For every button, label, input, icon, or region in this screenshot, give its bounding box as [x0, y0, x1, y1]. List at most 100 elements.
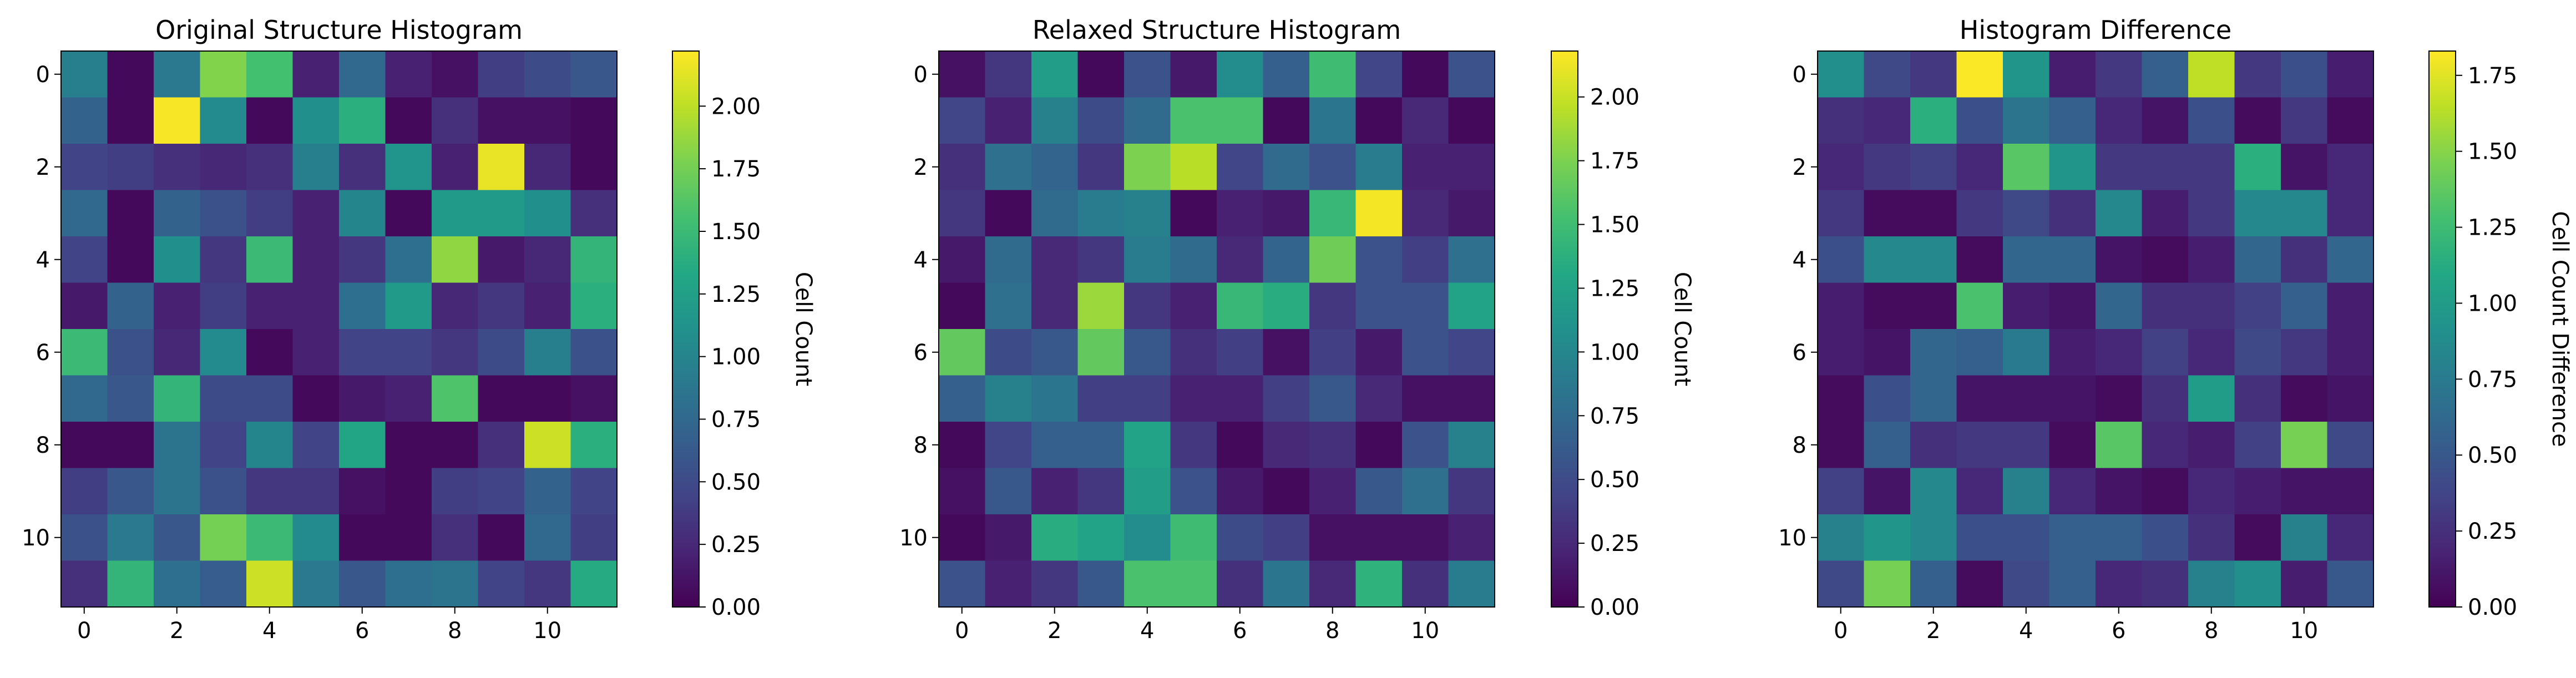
colorbar-tick-label: 0.25 — [1590, 531, 1639, 556]
y-tick-label: 8 — [1793, 433, 1806, 458]
heatmap-cell — [1448, 190, 1495, 237]
heatmap-cell — [200, 375, 247, 422]
y-tick-label: 6 — [914, 340, 928, 366]
heatmap-cell — [985, 51, 1032, 98]
heatmap-cell — [2188, 190, 2235, 237]
heatmap-cell — [154, 329, 201, 376]
heatmap-cell — [432, 468, 479, 515]
heatmap-cell — [2234, 190, 2281, 237]
heatmap-cell — [1077, 514, 1125, 561]
heatmap-cell — [939, 51, 986, 98]
heatmap-cell — [200, 422, 247, 469]
heatmap-cell — [61, 560, 108, 608]
heatmap-cell — [292, 375, 340, 422]
colorbar-tick-label: 1.25 — [2468, 215, 2517, 241]
heatmap-cell — [570, 51, 618, 98]
heatmap-cell — [1355, 236, 1403, 284]
heatmap-cell — [2003, 468, 2050, 515]
heatmap-cell — [292, 236, 340, 284]
heatmap-cell — [1124, 375, 1171, 422]
heatmap-cell — [1217, 514, 1264, 561]
heatmap-cell — [985, 468, 1032, 515]
heatmap-cell — [1263, 422, 1310, 469]
heatmap-cell — [1031, 422, 1079, 469]
heatmap-cell — [107, 468, 154, 515]
heatmap-cell — [2003, 144, 2050, 191]
heatmap-cell — [2096, 560, 2143, 608]
heatmap-cell — [1170, 422, 1217, 469]
heatmap-cell — [246, 375, 293, 422]
heatmap-cell — [339, 560, 386, 608]
heatmap-cell — [1031, 375, 1079, 422]
heatmap-cell — [1170, 468, 1217, 515]
heatmap-cell — [1031, 51, 1079, 98]
heatmap-cell — [985, 560, 1032, 608]
heatmap-cell — [1864, 190, 1911, 237]
heatmap-cell — [1263, 144, 1310, 191]
heatmap-cell — [478, 51, 525, 98]
heatmap-cell — [2003, 51, 2050, 98]
colorbar-tick-label: 0.25 — [2468, 519, 2517, 544]
heatmap-cell — [292, 422, 340, 469]
heatmap-cell — [292, 190, 340, 237]
heatmap-cell — [570, 422, 618, 469]
x-tick-label: 8 — [448, 618, 462, 644]
heatmap-cell — [1956, 51, 2003, 98]
heatmap-cell — [2234, 375, 2281, 422]
colorbar-tick-label: 0.50 — [2468, 443, 2517, 468]
heatmap-cell — [385, 422, 432, 469]
heatmap-cell — [154, 560, 201, 608]
heatmap-cell — [246, 468, 293, 515]
heatmap-cell — [246, 190, 293, 237]
heatmap-cell — [2188, 97, 2235, 144]
heatmap-cell — [61, 375, 108, 422]
heatmap-panel-2: Relaxed Structure Histogram 0 2 4 6 8 10 0 2 4 6 8 1… — [899, 15, 1695, 644]
heatmap-cell — [2327, 190, 2374, 237]
heatmap-cell — [2003, 190, 2050, 237]
heatmap-cell — [2327, 97, 2374, 144]
x-tick-label: 6 — [355, 618, 369, 644]
heatmap-cell — [2096, 51, 2143, 98]
heatmap-cell — [2234, 468, 2281, 515]
heatmap-cell — [1448, 97, 1495, 144]
heatmap-cell — [61, 51, 108, 98]
colorbar-tick-label: 0.00 — [711, 595, 761, 620]
heatmap-cell — [985, 236, 1032, 284]
heatmap-cell — [2281, 282, 2328, 330]
heatmap-cell — [432, 282, 479, 330]
plot-frame — [1817, 50, 2374, 608]
colorbar-tick-label: 0.00 — [2468, 595, 2517, 620]
heatmap-cell — [1077, 51, 1125, 98]
heatmap-cell — [1402, 514, 1449, 561]
heatmap-cell — [2142, 329, 2189, 376]
heatmap-cell — [2234, 514, 2281, 561]
heatmap-cell — [1217, 236, 1264, 284]
heatmap-cell — [61, 422, 108, 469]
heatmap-cell — [1263, 560, 1310, 608]
heatmap-cell — [1448, 422, 1495, 469]
x-tick-label: 4 — [2019, 618, 2033, 644]
heatmap-cell — [570, 144, 618, 191]
heatmap-cell — [339, 282, 386, 330]
heatmap-cell — [432, 144, 479, 191]
heatmap-cell — [432, 236, 479, 284]
heatmap-cell — [1448, 514, 1495, 561]
heatmap-cell — [2049, 51, 2096, 98]
heatmap-cell — [1402, 97, 1449, 144]
heatmap-cell — [246, 329, 293, 376]
heatmap-cell — [1031, 514, 1079, 561]
heatmap-cell — [432, 97, 479, 144]
heatmap-cell — [432, 560, 479, 608]
heatmap-cell — [1077, 282, 1125, 330]
heatmap-cell — [478, 468, 525, 515]
heatmap-cell — [1402, 190, 1449, 237]
x-tick-label: 6 — [1233, 618, 1247, 644]
heatmap-cell — [1355, 514, 1403, 561]
y-tick-label: 10 — [22, 525, 50, 551]
x-tick-label: 8 — [1325, 618, 1339, 644]
heatmap-cell — [292, 329, 340, 376]
y-tick-label: 2 — [914, 155, 928, 180]
heatmap-cell — [1309, 422, 1357, 469]
heatmap-cell — [200, 282, 247, 330]
heatmap-cell — [1263, 190, 1310, 237]
